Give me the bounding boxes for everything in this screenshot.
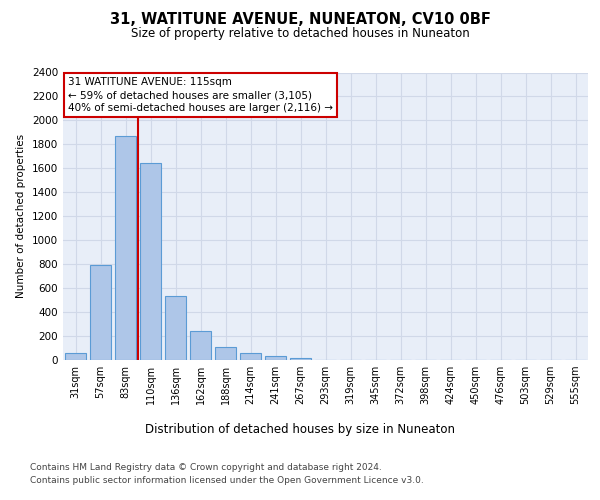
Bar [140,163,161,360]
Bar [240,353,261,360]
Bar [215,347,236,360]
Bar [190,332,211,360]
Bar [115,136,136,360]
Text: Distribution of detached houses by size in Nuneaton: Distribution of detached houses by size … [145,422,455,436]
Bar [165,296,186,360]
Bar [265,356,286,360]
Text: Contains HM Land Registry data © Crown copyright and database right 2024.: Contains HM Land Registry data © Crown c… [30,462,382,471]
Bar [290,358,311,360]
Bar [90,266,111,360]
Bar [65,353,86,360]
Y-axis label: Number of detached properties: Number of detached properties [16,134,26,298]
Text: Size of property relative to detached houses in Nuneaton: Size of property relative to detached ho… [131,28,469,40]
Text: 31, WATITUNE AVENUE, NUNEATON, CV10 0BF: 31, WATITUNE AVENUE, NUNEATON, CV10 0BF [110,12,490,28]
Text: Contains public sector information licensed under the Open Government Licence v3: Contains public sector information licen… [30,476,424,485]
Text: 31 WATITUNE AVENUE: 115sqm
← 59% of detached houses are smaller (3,105)
40% of s: 31 WATITUNE AVENUE: 115sqm ← 59% of deta… [68,77,333,113]
